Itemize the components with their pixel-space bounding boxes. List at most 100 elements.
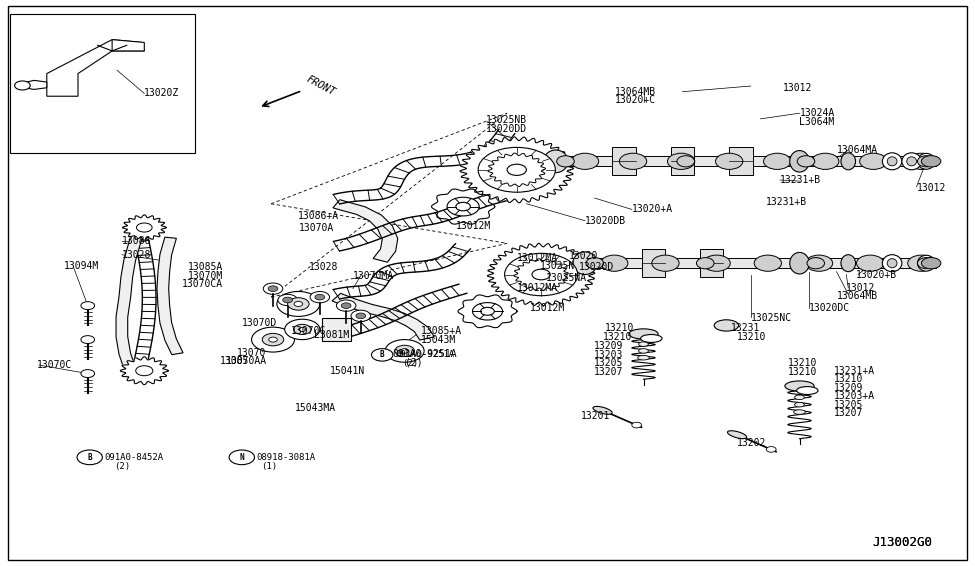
Text: 13210: 13210 bbox=[737, 332, 766, 342]
Polygon shape bbox=[21, 80, 47, 89]
Circle shape bbox=[310, 291, 330, 303]
Polygon shape bbox=[157, 237, 183, 355]
Ellipse shape bbox=[629, 329, 658, 339]
Circle shape bbox=[532, 269, 550, 280]
Ellipse shape bbox=[668, 153, 695, 169]
Ellipse shape bbox=[639, 349, 648, 353]
Text: N: N bbox=[240, 453, 244, 462]
Text: 13203: 13203 bbox=[594, 350, 623, 361]
Ellipse shape bbox=[887, 157, 897, 166]
Text: (2): (2) bbox=[402, 359, 418, 368]
Ellipse shape bbox=[797, 387, 818, 395]
Circle shape bbox=[507, 164, 526, 175]
Bar bbox=[10, 14, 195, 153]
Ellipse shape bbox=[790, 151, 809, 172]
Ellipse shape bbox=[917, 258, 935, 269]
Ellipse shape bbox=[716, 153, 743, 169]
Ellipse shape bbox=[619, 153, 646, 169]
Text: 13070: 13070 bbox=[237, 348, 266, 358]
Text: 13207: 13207 bbox=[834, 408, 863, 418]
Text: 13210: 13210 bbox=[604, 323, 634, 333]
Polygon shape bbox=[488, 243, 595, 306]
Text: 13231+B: 13231+B bbox=[765, 197, 806, 207]
Text: 13025NC: 13025NC bbox=[751, 313, 792, 323]
Ellipse shape bbox=[790, 252, 809, 274]
Circle shape bbox=[283, 297, 292, 303]
Text: 13070C: 13070C bbox=[291, 326, 326, 336]
Text: FRONT: FRONT bbox=[304, 74, 336, 98]
Text: 13205: 13205 bbox=[834, 400, 863, 410]
Circle shape bbox=[385, 340, 424, 362]
Text: 13028: 13028 bbox=[309, 262, 338, 272]
Circle shape bbox=[356, 313, 366, 319]
Circle shape bbox=[447, 197, 480, 216]
Ellipse shape bbox=[882, 255, 902, 272]
Bar bbox=[729, 147, 753, 175]
Text: L3064M: L3064M bbox=[800, 117, 835, 127]
Ellipse shape bbox=[571, 153, 599, 169]
Text: B: B bbox=[380, 350, 384, 359]
Text: 13205: 13205 bbox=[594, 358, 623, 368]
Bar bbox=[671, 147, 694, 175]
Text: 15043M: 15043M bbox=[421, 335, 456, 345]
Text: (2): (2) bbox=[405, 357, 422, 367]
Circle shape bbox=[288, 298, 309, 310]
Text: 13086: 13086 bbox=[122, 235, 151, 246]
Text: 13202: 13202 bbox=[737, 438, 766, 448]
Polygon shape bbox=[332, 200, 398, 262]
Text: 091A0-9251A: 091A0-9251A bbox=[392, 349, 456, 359]
Text: 13025NA: 13025NA bbox=[546, 273, 587, 284]
Circle shape bbox=[395, 345, 414, 357]
Circle shape bbox=[81, 370, 95, 378]
Circle shape bbox=[262, 333, 284, 346]
Circle shape bbox=[632, 422, 642, 428]
Ellipse shape bbox=[703, 255, 730, 271]
Text: 13210: 13210 bbox=[788, 367, 817, 378]
Text: 15041N: 15041N bbox=[330, 366, 365, 376]
Text: 13203+A: 13203+A bbox=[834, 391, 875, 401]
Text: 13012M: 13012M bbox=[529, 303, 565, 314]
Circle shape bbox=[77, 450, 102, 465]
Ellipse shape bbox=[807, 258, 825, 269]
Text: 13020DD: 13020DD bbox=[486, 124, 526, 134]
Ellipse shape bbox=[727, 431, 747, 439]
Ellipse shape bbox=[902, 153, 921, 170]
Polygon shape bbox=[332, 293, 434, 340]
Ellipse shape bbox=[805, 255, 833, 271]
Text: J13002G0: J13002G0 bbox=[873, 536, 933, 548]
Text: 13070AA: 13070AA bbox=[226, 356, 267, 366]
Circle shape bbox=[263, 283, 283, 294]
Text: 13231+B: 13231+B bbox=[780, 175, 821, 185]
Bar bbox=[322, 318, 351, 341]
Polygon shape bbox=[116, 229, 144, 366]
Text: L3081M: L3081M bbox=[314, 330, 349, 340]
Circle shape bbox=[921, 156, 941, 167]
Circle shape bbox=[268, 286, 278, 291]
Ellipse shape bbox=[917, 156, 935, 167]
Ellipse shape bbox=[601, 255, 628, 271]
Text: 13070CA: 13070CA bbox=[182, 279, 223, 289]
Text: 13020D: 13020D bbox=[579, 262, 614, 272]
Text: 13070A: 13070A bbox=[299, 222, 334, 233]
Text: 13064MB: 13064MB bbox=[615, 87, 656, 97]
Text: 13012: 13012 bbox=[846, 282, 876, 293]
Text: 13210: 13210 bbox=[603, 332, 632, 342]
Text: 15043MA: 15043MA bbox=[294, 402, 335, 413]
Text: 13094M: 13094M bbox=[63, 261, 98, 271]
Text: 13025N: 13025N bbox=[540, 261, 575, 271]
Text: B: B bbox=[88, 453, 92, 462]
Text: 13085+A: 13085+A bbox=[421, 326, 462, 336]
Polygon shape bbox=[120, 357, 169, 385]
Text: 08918-3081A: 08918-3081A bbox=[256, 453, 316, 462]
Circle shape bbox=[298, 327, 306, 332]
Text: 13070D: 13070D bbox=[242, 318, 277, 328]
Circle shape bbox=[766, 447, 776, 452]
Polygon shape bbox=[47, 40, 144, 96]
Ellipse shape bbox=[907, 157, 916, 166]
Ellipse shape bbox=[794, 410, 805, 414]
Ellipse shape bbox=[573, 252, 597, 275]
Text: 091A0-9251A: 091A0-9251A bbox=[395, 350, 454, 359]
Text: 13025NB: 13025NB bbox=[486, 115, 526, 125]
Text: 13020+C: 13020+C bbox=[615, 95, 656, 105]
Ellipse shape bbox=[544, 150, 567, 173]
